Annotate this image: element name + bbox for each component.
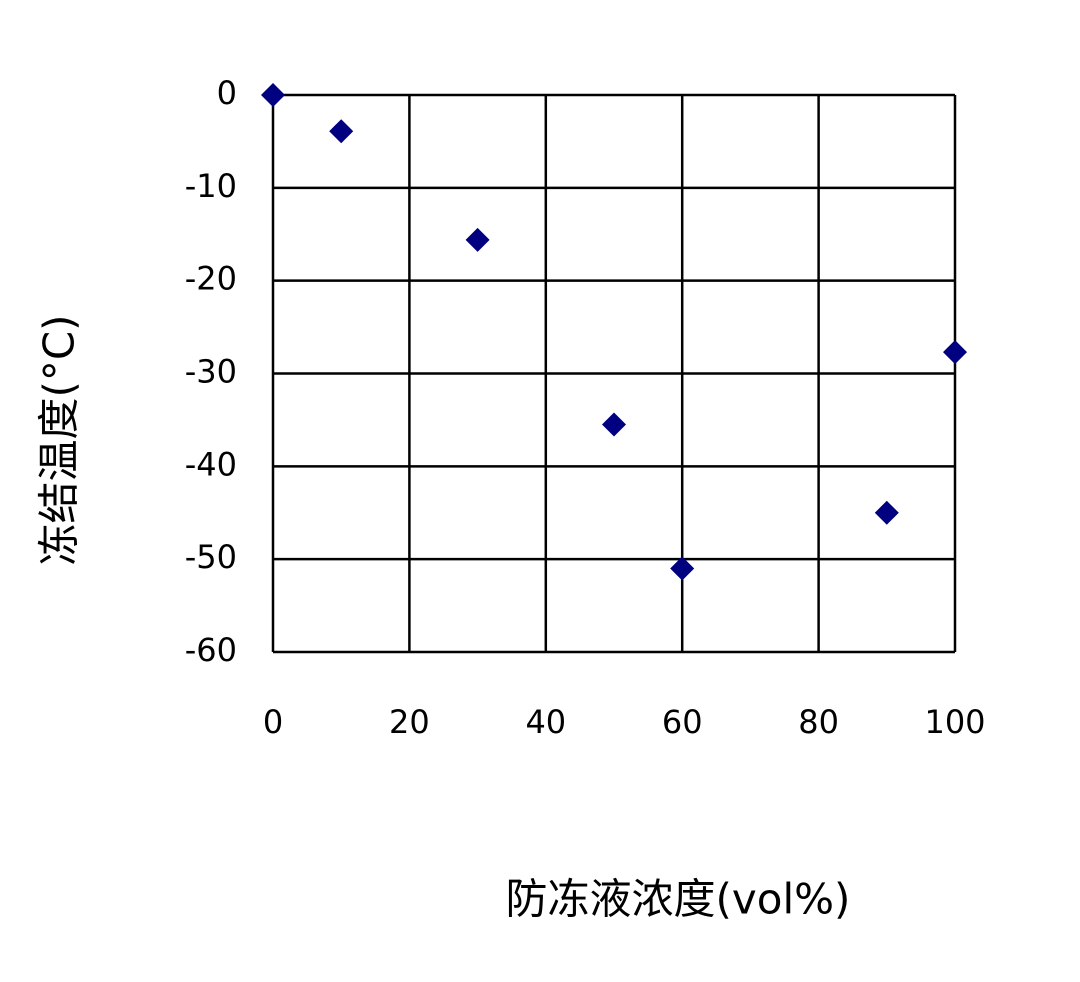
x-axis-label: 防冻液浓度(vol%): [506, 875, 851, 924]
y-tick-label: -20: [185, 260, 237, 298]
point: [329, 119, 354, 144]
y-tick-label: -10: [185, 167, 237, 205]
y-tick-label: -50: [185, 538, 237, 576]
x-tick-label: 40: [525, 703, 566, 741]
x-tick-label: 80: [798, 703, 839, 741]
point: [602, 412, 626, 437]
x-tick-label: 100: [924, 703, 985, 741]
y-axis-label: 冻结温度(°C): [35, 314, 84, 565]
y-tick-label: -40: [185, 445, 237, 483]
x-tick-label: 60: [662, 703, 703, 741]
point: [943, 340, 967, 365]
x-tick-label: 20: [389, 703, 430, 741]
y-tick-label: 0: [217, 74, 237, 112]
point: [670, 556, 695, 581]
point: [874, 500, 899, 525]
y-tick-label: -30: [185, 353, 237, 391]
point: [465, 227, 490, 252]
point: [261, 83, 285, 107]
y-tick-label: -60: [185, 631, 237, 669]
x-tick-label: 0: [263, 703, 283, 741]
